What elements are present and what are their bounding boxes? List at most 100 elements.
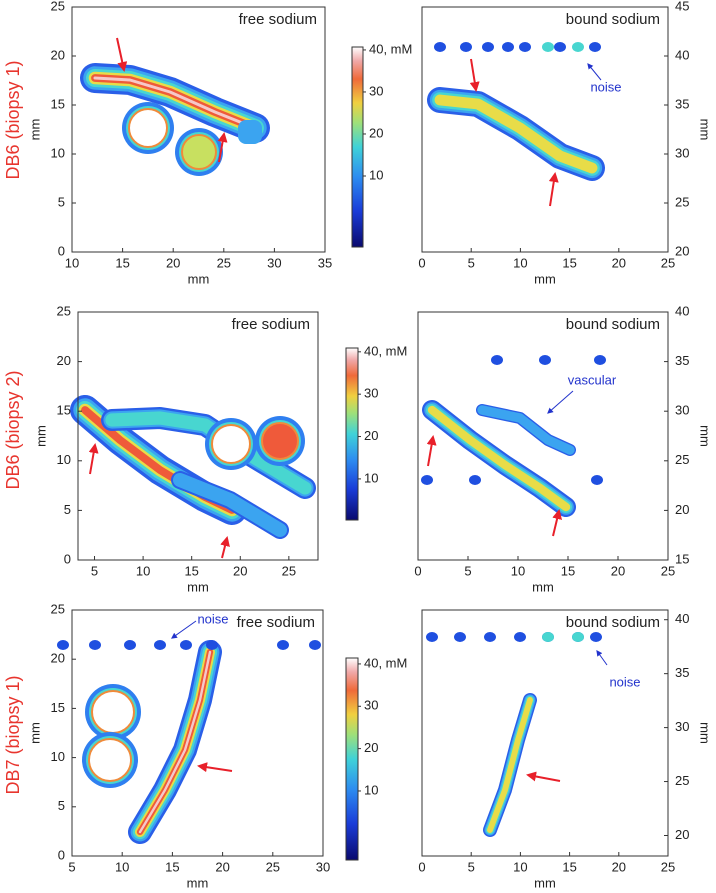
plot-frame [77, 311, 319, 561]
x-tick-label: 25 [282, 563, 296, 578]
y-tick-label: 40 [675, 303, 689, 318]
noise-spot [539, 355, 551, 365]
x-tick-label: 0 [414, 563, 421, 578]
panel-title: free sodium [232, 316, 310, 333]
plot-frame [71, 6, 326, 253]
noise-spot [482, 42, 494, 52]
colorbar-tick-label: 30 [369, 83, 383, 98]
x-tick-label: 10 [65, 255, 79, 270]
noise-spot [554, 42, 566, 52]
y-tick-label: 20 [57, 353, 71, 368]
noise-spot [484, 632, 496, 642]
arrow [88, 443, 99, 475]
noise-spot [277, 640, 289, 650]
y-tick-label: 25 [675, 194, 689, 209]
colorbar-tick-label: 10 [369, 167, 383, 182]
phantom [88, 738, 132, 782]
noise-spot [514, 632, 526, 642]
y-tick-label: 20 [51, 47, 65, 62]
plot-frame [71, 609, 324, 857]
row-label: DB6 (biopsy 1) [3, 60, 23, 179]
x-tick-label: 10 [115, 859, 129, 874]
arrow [469, 58, 480, 92]
y-tick-label: 10 [51, 749, 65, 764]
x-axis-label: mm [188, 271, 210, 286]
x-tick-label: 25 [661, 563, 675, 578]
signal-region [427, 405, 571, 512]
signal-region [93, 76, 257, 130]
y-tick-label: 15 [51, 96, 65, 111]
y-axis-label: mm [698, 119, 713, 141]
y-tick-label: 20 [675, 502, 689, 517]
signal-region [105, 411, 312, 495]
x-tick-label: 15 [562, 859, 576, 874]
panel-title: bound sodium [566, 316, 660, 333]
y-tick-label: 25 [675, 452, 689, 467]
noise-spot [309, 640, 321, 650]
x-tick-label: 30 [316, 859, 330, 874]
arrow [552, 509, 562, 537]
phantom [181, 134, 217, 170]
y-tick-label: 15 [675, 551, 689, 566]
x-tick-label: 15 [561, 563, 575, 578]
y-tick-label: 0 [58, 243, 65, 258]
signal-region [434, 94, 598, 174]
signal-region [138, 650, 212, 834]
x-axis-label: mm [534, 875, 556, 890]
noise-spot [89, 640, 101, 650]
x-tick-label: 20 [215, 859, 229, 874]
row-label: DB7 (biopsy 1) [3, 675, 23, 794]
x-tick-label: 15 [165, 859, 179, 874]
x-tick-label: 15 [115, 255, 129, 270]
signal-region [172, 472, 288, 538]
colorbar-tick-label: 10 [364, 470, 378, 485]
noise-spot [542, 42, 554, 52]
arrow [526, 771, 561, 782]
y-axis-label: mm [27, 722, 42, 744]
arrow [548, 172, 559, 207]
y-tick-label: 25 [57, 303, 71, 318]
noise-spot [542, 632, 554, 642]
y-tick-label: 35 [675, 353, 689, 368]
noise-spot [591, 475, 603, 485]
arrow [116, 37, 128, 72]
phantom [91, 690, 135, 734]
x-tick-label: 25 [661, 255, 675, 270]
y-axis-label: mm [33, 425, 48, 447]
x-tick-label: 5 [468, 255, 475, 270]
x-tick-label: 5 [68, 859, 75, 874]
y-tick-label: 20 [675, 243, 689, 258]
x-tick-label: 10 [511, 563, 525, 578]
colorbar-tick-label: 20 [364, 740, 378, 755]
y-tick-label: 5 [58, 194, 65, 209]
x-tick-label: 5 [464, 563, 471, 578]
y-tick-label: 20 [51, 651, 65, 666]
y-tick-label: 5 [58, 798, 65, 813]
y-tick-label: 30 [675, 403, 689, 418]
y-tick-label: 0 [58, 847, 65, 862]
x-tick-label: 0 [418, 859, 425, 874]
colorbar-tick-label: 40, mM [364, 655, 407, 670]
arrows [88, 37, 608, 782]
y-tick-label: 20 [675, 827, 689, 842]
y-axis-label: mm [27, 119, 42, 141]
arrow [217, 132, 228, 163]
y-tick-label: 30 [675, 719, 689, 734]
annotation: vascular [568, 372, 617, 387]
colorbar [351, 46, 364, 248]
noise-spot [519, 42, 531, 52]
noise-spot [594, 355, 606, 365]
x-tick-label: 10 [136, 563, 150, 578]
arrow [587, 63, 602, 81]
noise-spot [206, 640, 218, 650]
x-tick-label: 30 [267, 255, 281, 270]
panel-title: bound sodium [566, 614, 660, 631]
colorbar-tick-label: 30 [364, 386, 378, 401]
x-tick-label: 20 [612, 255, 626, 270]
noise-spot [426, 632, 438, 642]
y-axis-label: mm [698, 425, 713, 447]
x-axis-label: mm [187, 875, 209, 890]
colorbar [345, 347, 359, 521]
